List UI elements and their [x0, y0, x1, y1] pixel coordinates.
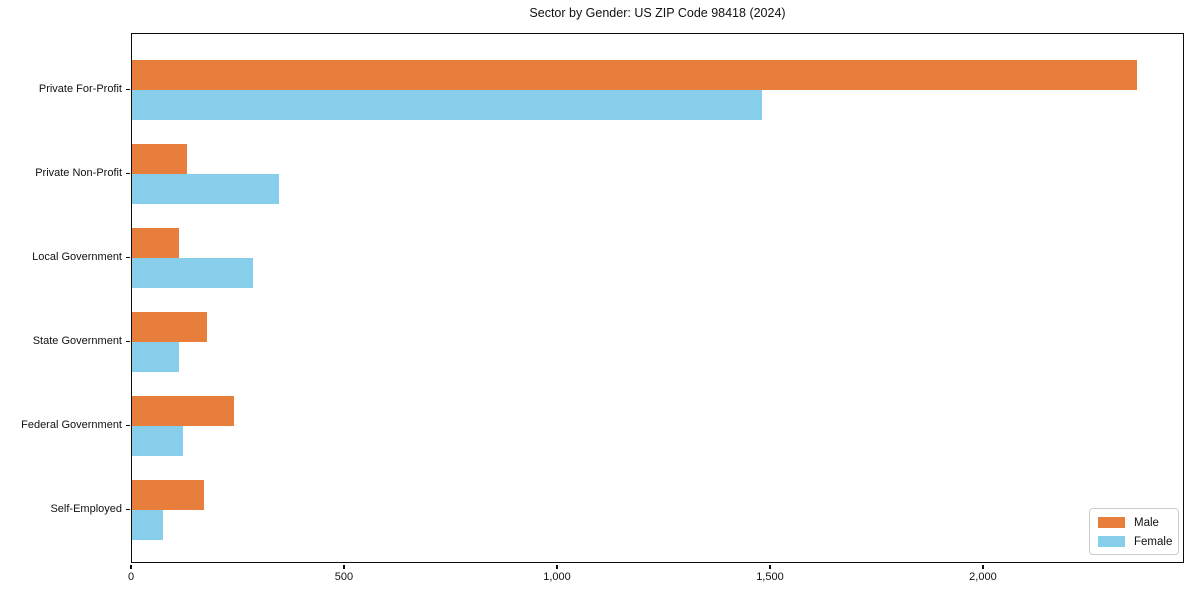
y-tick-label: Private Non-Profit [35, 167, 122, 179]
bar-male-private-non-profit [132, 144, 188, 174]
x-tick-label: 0 [127, 571, 135, 583]
y-tick-label: Local Government [32, 251, 122, 263]
y-tick-label: Private For-Profit [38, 83, 122, 95]
bar-female-state-government [132, 342, 179, 372]
bar-male-federal-government [132, 396, 235, 426]
y-tick [125, 340, 130, 342]
bar-female-self-employed [132, 510, 163, 540]
legend: Male Female [1089, 508, 1179, 555]
x-tick [343, 564, 345, 569]
x-tick-label: 1,500 [756, 571, 784, 583]
bar-female-local-government [132, 258, 254, 288]
legend-item-male: Male [1098, 516, 1170, 529]
bar-female-private-for-profit [132, 90, 763, 120]
bar-male-self-employed [132, 480, 205, 510]
y-tick [125, 256, 130, 258]
x-tick [556, 564, 558, 569]
y-tick [125, 88, 130, 90]
x-tick [769, 564, 771, 569]
bar-female-private-non-profit [132, 174, 279, 204]
y-tick [125, 508, 130, 510]
bar-male-state-government [132, 312, 207, 342]
plot-area: Male Female [131, 33, 1184, 563]
bar-male-local-government [132, 228, 179, 258]
y-tick-label: Self-Employed [50, 503, 122, 515]
y-tick [125, 424, 130, 426]
x-tick-label: 1,000 [543, 571, 571, 583]
bar-female-federal-government [132, 426, 184, 456]
male-swatch [1098, 517, 1125, 528]
female-swatch [1098, 536, 1125, 547]
x-tick-label: 500 [334, 571, 354, 583]
y-tick-label: State Government [32, 335, 122, 347]
bar-male-private-for-profit [132, 60, 1138, 90]
legend-item-female: Female [1098, 535, 1173, 548]
x-tick-label: 2,000 [969, 571, 997, 583]
y-tick [125, 172, 130, 174]
y-tick-label: Federal Government [21, 419, 122, 431]
x-tick [982, 564, 984, 569]
x-tick [130, 564, 132, 569]
legend-label-male: Male [1134, 516, 1159, 529]
chart-title: Sector by Gender: US ZIP Code 98418 (202… [529, 6, 786, 20]
legend-label-female: Female [1134, 535, 1173, 548]
